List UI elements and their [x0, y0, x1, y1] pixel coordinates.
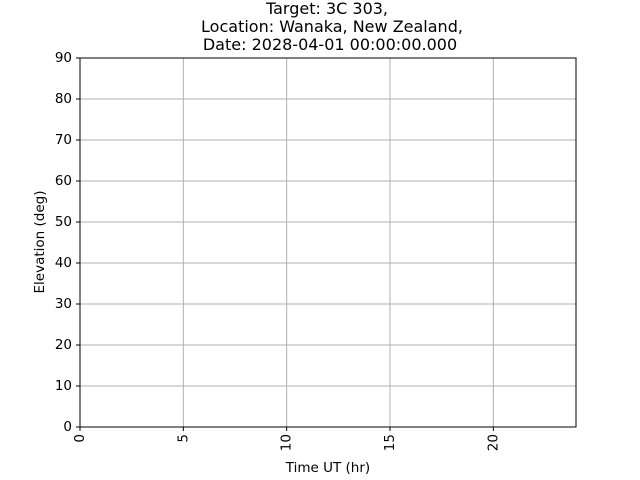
y-tick-label: 90 — [55, 50, 72, 66]
y-axis-label: Elevation (deg) — [32, 191, 48, 294]
title-line-target: Target: 3C 303, — [265, 0, 388, 18]
y-tick-label: 60 — [55, 173, 72, 189]
y-axis: 0 10 20 30 40 50 60 70 80 90 — [55, 50, 80, 435]
x-tick-label: 20 — [485, 434, 501, 451]
y-tick-label: 30 — [55, 296, 72, 312]
plot-area-frame — [79, 57, 577, 428]
x-axis-label: Time UT (hr) — [285, 460, 370, 476]
title-line-date: Date: 2028-04-01 00:00:00.000 — [203, 35, 457, 54]
x-tick-label: 15 — [382, 434, 398, 451]
title-line-location: Location: Wanaka, New Zealand, — [201, 17, 463, 36]
x-axis: 0 5 10 15 20 — [72, 427, 501, 451]
y-tick-label: 50 — [55, 214, 72, 230]
chart-title: Target: 3C 303, Location: Wanaka, New Ze… — [201, 0, 463, 54]
y-tick-label: 20 — [55, 337, 72, 353]
y-tick-label: 80 — [55, 91, 72, 107]
x-tick-label: 10 — [279, 434, 295, 451]
y-tick-label: 0 — [63, 419, 72, 435]
y-tick-label: 10 — [55, 378, 72, 394]
y-tick-label: 40 — [55, 255, 72, 271]
x-tick-label: 5 — [175, 434, 191, 443]
x-tick-label: 0 — [72, 434, 88, 443]
y-tick-label: 70 — [55, 132, 72, 148]
